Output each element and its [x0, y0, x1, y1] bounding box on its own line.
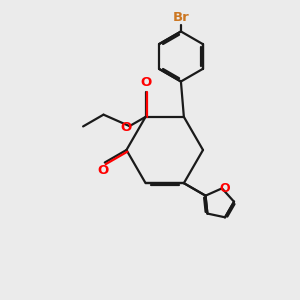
Text: O: O [140, 76, 151, 89]
Text: O: O [98, 164, 109, 177]
Text: Br: Br [172, 11, 189, 23]
Text: O: O [219, 182, 230, 195]
Text: O: O [121, 122, 132, 134]
